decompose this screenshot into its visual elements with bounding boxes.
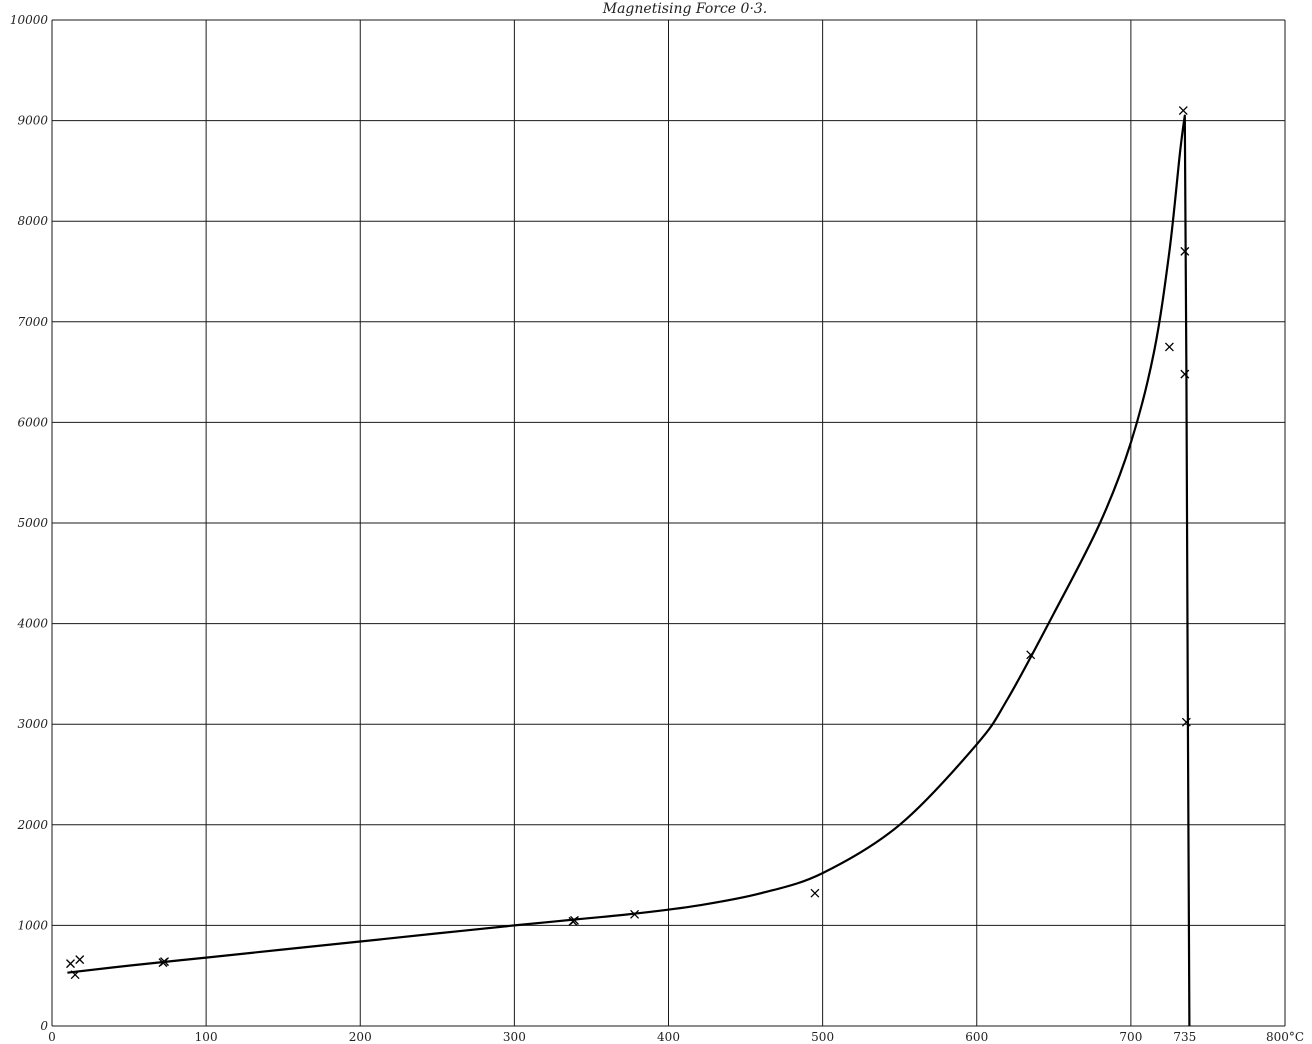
observation-point [66, 959, 75, 969]
observation-point [570, 915, 579, 925]
x-tick-label: 800°C [1266, 1030, 1304, 1044]
y-tick-label: 5000 [17, 516, 48, 530]
observation-point [1180, 369, 1190, 379]
x-tick-label: 400 [657, 1030, 680, 1044]
y-tick-label: 10000 [10, 13, 49, 27]
x-tick-label: 735 [1173, 1030, 1196, 1044]
observation-markers [66, 106, 1191, 980]
observation-point [1181, 717, 1191, 727]
x-tick-label: 500 [811, 1030, 834, 1044]
x-tick-label: 200 [349, 1030, 372, 1044]
y-tick-label: 9000 [17, 114, 48, 128]
y-tick-label: 1000 [17, 918, 48, 932]
observation-point [810, 888, 820, 898]
y-tick-label: 8000 [17, 214, 48, 228]
y-tick-label: 2000 [16, 818, 48, 832]
x-tick-label: 100 [195, 1030, 218, 1044]
observation-point [1164, 342, 1174, 352]
y-tick-label: 3000 [17, 717, 48, 731]
chart-title: Magnetising Force 0·3. [602, 1, 768, 17]
observation-point [1026, 650, 1036, 660]
observation-point [1178, 106, 1188, 115]
y-tick-label: 7000 [17, 315, 48, 329]
y-tick-label: 6000 [17, 415, 48, 429]
x-tick-label: 700 [1119, 1030, 1142, 1044]
observation-point [630, 909, 640, 919]
y-axis-ticks: 0 1000 2000 3000 4000 5000 6000 7000 8000 9000 100… [10, 13, 49, 1033]
x-tick-label: 300 [503, 1030, 526, 1044]
magnetisation-curve [67, 114, 1191, 1027]
observation-point [75, 955, 85, 965]
x-tick-label: 600 [965, 1030, 988, 1044]
observation-point [160, 957, 169, 967]
grid [51, 19, 1286, 1027]
x-axis-ticks: 0 100 200 300 400 500 600 700 735 800°C [48, 1030, 1304, 1044]
x-tick-label: 0 [48, 1030, 56, 1044]
y-tick-label: 4000 [16, 617, 48, 631]
observation-point [1180, 246, 1190, 256]
observation-point [70, 970, 80, 980]
y-tick-label: 0 [40, 1019, 48, 1033]
